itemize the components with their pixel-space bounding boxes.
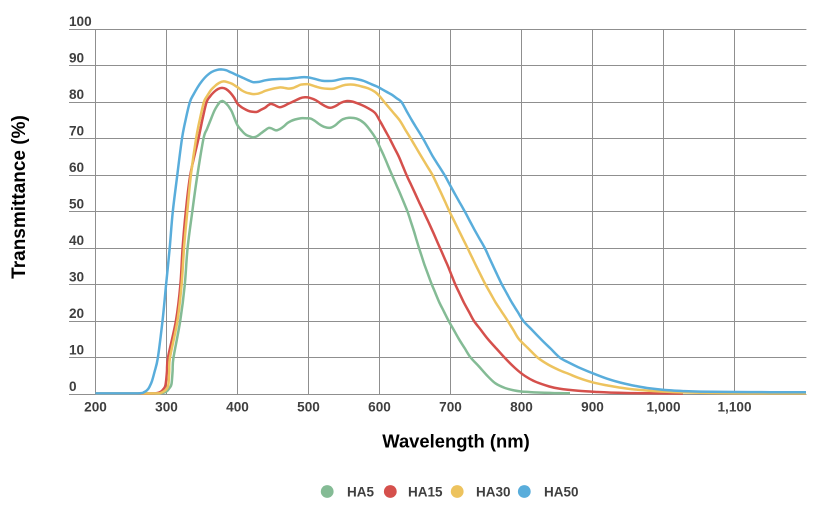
svg-text:400: 400 xyxy=(226,400,249,415)
svg-text:900: 900 xyxy=(581,400,604,415)
svg-text:HA30: HA30 xyxy=(476,485,511,500)
svg-text:600: 600 xyxy=(368,400,391,415)
svg-text:20: 20 xyxy=(69,306,84,321)
svg-text:90: 90 xyxy=(69,51,84,66)
svg-text:1,100: 1,100 xyxy=(717,400,751,415)
svg-text:0: 0 xyxy=(69,379,77,394)
svg-text:HA50: HA50 xyxy=(544,485,579,500)
svg-text:80: 80 xyxy=(69,87,84,102)
svg-text:800: 800 xyxy=(510,400,533,415)
svg-text:1,000: 1,000 xyxy=(646,400,680,415)
svg-text:30: 30 xyxy=(69,270,84,285)
svg-text:HA5: HA5 xyxy=(347,485,374,500)
svg-text:HA15: HA15 xyxy=(408,485,443,500)
svg-text:40: 40 xyxy=(69,233,84,248)
svg-text:50: 50 xyxy=(69,197,84,212)
svg-text:70: 70 xyxy=(69,124,84,139)
svg-text:300: 300 xyxy=(155,400,178,415)
svg-text:Transmittance (%): Transmittance (%) xyxy=(9,115,30,279)
svg-text:700: 700 xyxy=(439,400,462,415)
svg-text:500: 500 xyxy=(297,400,320,415)
svg-text:60: 60 xyxy=(69,160,84,175)
svg-text:Wavelength (nm): Wavelength (nm) xyxy=(382,431,529,452)
svg-text:100: 100 xyxy=(69,14,92,29)
svg-text:10: 10 xyxy=(69,343,84,358)
svg-text:200: 200 xyxy=(84,400,107,415)
